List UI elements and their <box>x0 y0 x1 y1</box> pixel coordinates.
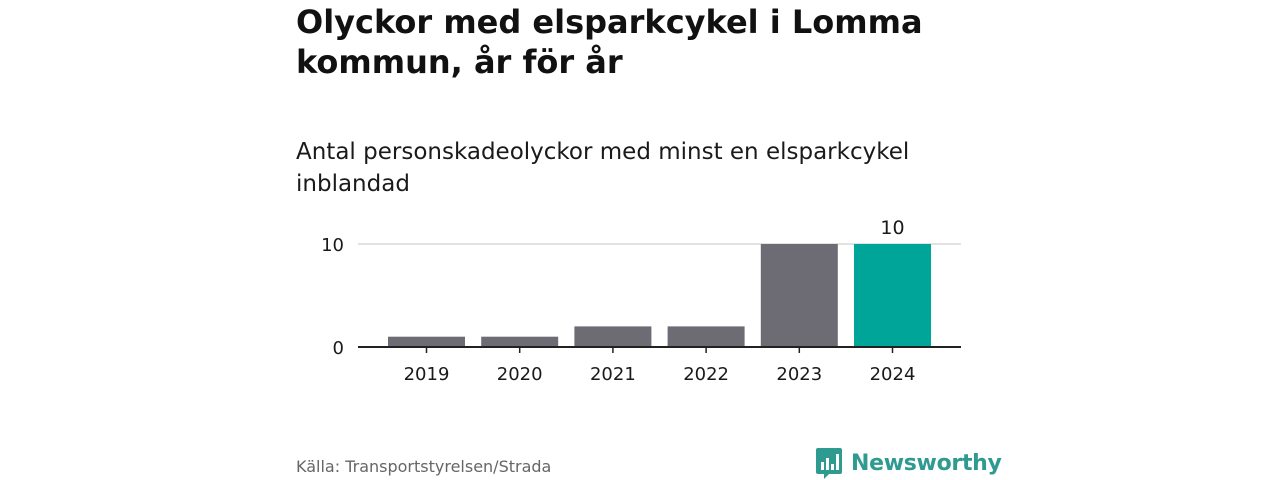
bar <box>854 244 931 347</box>
chart-subtitle: Antal personskadeolyckor med minst en el… <box>296 139 910 197</box>
data-label: 10 <box>880 217 904 239</box>
bar <box>667 326 745 347</box>
chart-title: Olyckor med elsparkcykel i Lomma kommun,… <box>296 3 923 81</box>
bar <box>481 336 559 347</box>
brand-logo: Newsworthy <box>815 446 1002 480</box>
x-tick-label: 2020 <box>497 364 543 385</box>
x-tick-label: 2023 <box>776 364 822 385</box>
label-layer: 0 10 2019 2020 2021 2022 2023 2024 10 <box>321 217 915 385</box>
bar-layer <box>388 244 931 347</box>
bar <box>760 244 838 347</box>
bar-chart-logo-icon <box>816 448 842 479</box>
bar <box>388 336 465 347</box>
source-note: Källa: Transportstyrelsen/Strada <box>296 457 552 476</box>
x-tick-label: 2021 <box>590 364 636 385</box>
bar <box>574 326 652 347</box>
x-tick-label: 2019 <box>404 364 450 385</box>
x-tick-label: 2022 <box>683 364 729 385</box>
brand-name: Newsworthy <box>851 450 1002 476</box>
x-tick-label: 2024 <box>870 364 916 385</box>
y-tick-label: 0 <box>333 338 344 359</box>
y-tick-label: 10 <box>321 235 344 256</box>
